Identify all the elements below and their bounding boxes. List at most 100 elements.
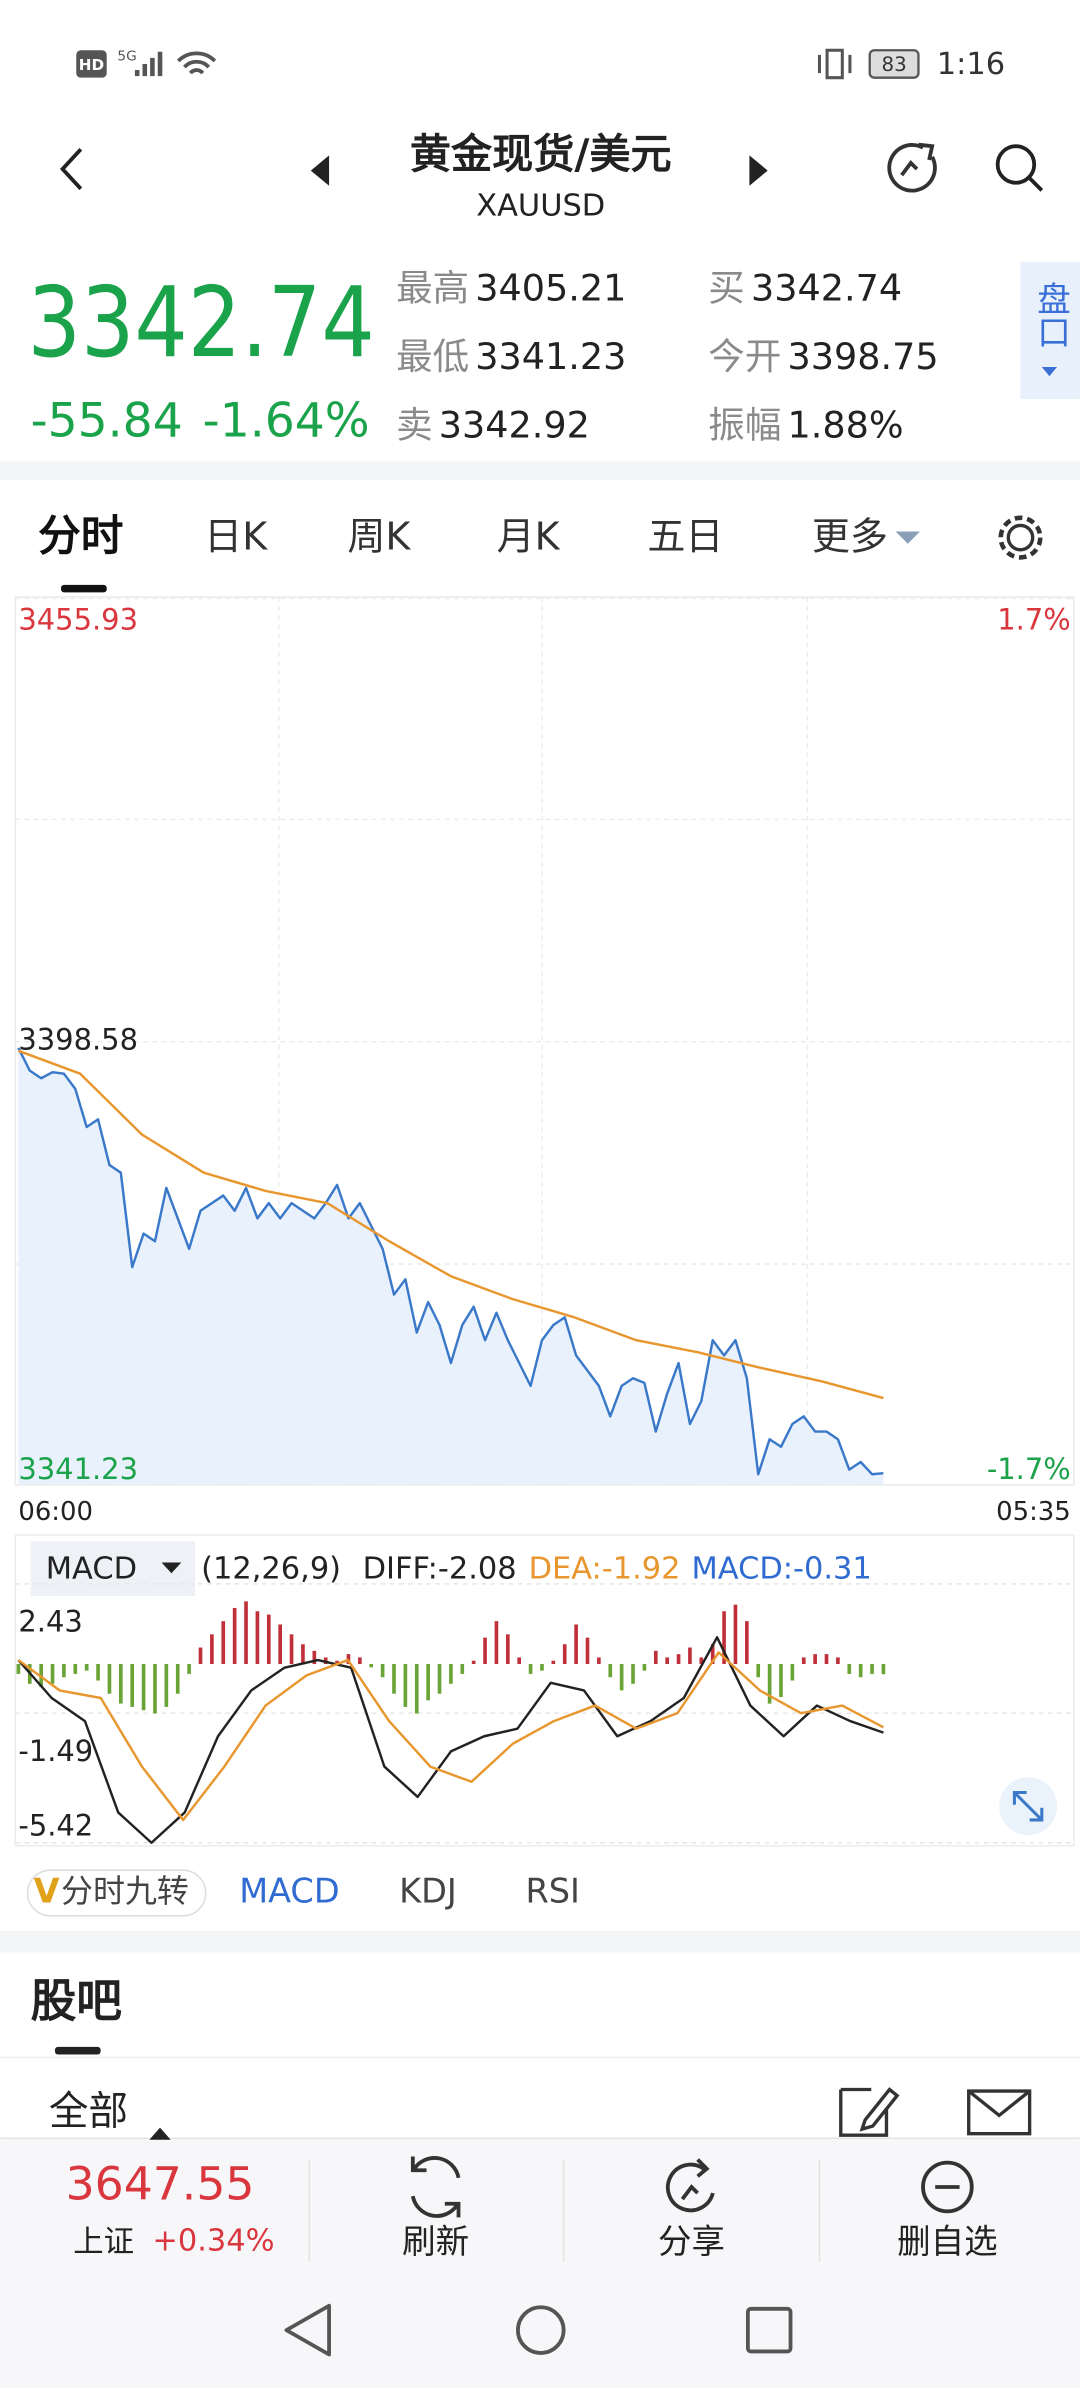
tab[interactable]: 周K [347, 515, 411, 559]
histogram-bar [289, 1634, 294, 1665]
indicator-tab[interactable]: MACD [239, 1872, 339, 1911]
clock: 1:16 [937, 47, 1005, 82]
histogram-bar [471, 1660, 476, 1665]
stat-value: 3342.92 [439, 403, 590, 446]
stat: 今开 3398.75 [708, 334, 938, 377]
tab[interactable]: 月K [497, 515, 561, 559]
price-chart: 3341.23 3398.58 3455.93 -1.7% 1.7% 06:00 05:35 [15, 597, 1074, 1527]
histogram-bar [460, 1664, 465, 1674]
legend-entry: DIFF:-2.08 [363, 1552, 517, 1587]
histogram-bar [676, 1654, 681, 1665]
histogram-bar [699, 1657, 704, 1665]
histogram-bar [813, 1654, 817, 1665]
stat-value: 3398.75 [787, 334, 938, 377]
histogram-bar [642, 1664, 647, 1671]
index-value[interactable]: 3647.55 [66, 2157, 255, 2210]
histogram-bar [232, 1607, 237, 1665]
x-tick-label: 06:00 [18, 1497, 93, 1527]
indicator-select[interactable]: MACD [46, 1552, 137, 1587]
search-button[interactable] [995, 144, 1037, 185]
histogram-bar [198, 1647, 203, 1665]
nav-back[interactable] [284, 2303, 331, 2357]
indicator-tab[interactable]: KDJ [399, 1872, 457, 1911]
stat: 最低 3341.23 [396, 334, 626, 377]
indicator-tab[interactable]: RSI [526, 1872, 580, 1911]
histogram-bar [619, 1664, 624, 1691]
side-tab-arrow [1041, 367, 1058, 377]
stat-value: 3405.21 [475, 266, 626, 309]
refresh-button[interactable] [887, 143, 937, 193]
stat: 卖 3342.92 [396, 403, 590, 446]
histogram-bar [779, 1664, 783, 1698]
separator [0, 461, 1080, 480]
settings-button[interactable] [1006, 523, 1035, 552]
index-name: 上证 [73, 2225, 134, 2260]
vibrate-icon [817, 48, 852, 80]
battery-level: 83 [882, 53, 907, 76]
y-tick-label: 3455.93 [18, 602, 138, 636]
stat: 买 3342.74 [708, 266, 902, 309]
stat: 振幅 1.88% [708, 403, 903, 446]
histogram-bar [335, 1660, 339, 1665]
bottom-button[interactable]: 刷新 [402, 2222, 469, 2261]
tab[interactable]: 更多 [812, 515, 888, 559]
forum-filter[interactable]: 全部 [49, 2088, 128, 2134]
stat-label: 卖 [396, 403, 433, 446]
histogram-bar [574, 1624, 578, 1665]
post-button[interactable] [839, 2087, 900, 2137]
histogram-bar [540, 1664, 544, 1671]
y-tick-label: 3398.58 [18, 1023, 138, 1057]
tab[interactable]: 日K [204, 515, 268, 559]
histogram-bar [380, 1664, 385, 1678]
search-handle [1028, 176, 1044, 192]
header: 黄金现货/美元 XAUUSD [59, 130, 1044, 224]
bottom-arrow [149, 2127, 171, 2140]
histogram-bar [175, 1664, 180, 1694]
y-tick-label: 3341.23 [18, 1452, 138, 1486]
macd-chart: 2.43 -1.49 -5.42 DIFF:-2.08 DEA:-1.92 MACD:-0… [15, 1552, 1074, 1844]
change: -55.84 [31, 393, 183, 448]
histogram-bar [631, 1664, 635, 1684]
histogram-bar [312, 1650, 317, 1665]
next-button[interactable] [749, 155, 768, 186]
histogram-bar [16, 1664, 21, 1674]
refresh-icon [410, 2156, 461, 2218]
histogram-bar [597, 1657, 601, 1665]
title: 黄金现货/美元 [410, 130, 672, 178]
nav-recent[interactable] [745, 2306, 793, 2354]
y2-tick-label: 1.7% [997, 602, 1070, 636]
histogram-bar [824, 1654, 829, 1665]
bottom-button[interactable]: 分享 [658, 2222, 725, 2261]
histogram-bar [403, 1664, 408, 1707]
message-button[interactable] [967, 2089, 1032, 2136]
histogram-bar [84, 1664, 89, 1671]
average-line [17, 1049, 884, 1400]
histogram-bar [517, 1657, 522, 1665]
histogram-bar [73, 1664, 78, 1674]
histogram-bar [710, 1644, 715, 1665]
back-button[interactable] [59, 147, 83, 191]
histogram-bar [255, 1611, 260, 1665]
price-line [17, 1047, 884, 1476]
network-type: 5G [117, 48, 136, 64]
histogram-bar [801, 1657, 806, 1665]
bottom-button[interactable]: 删自选 [897, 2222, 998, 2261]
histogram-bar [187, 1664, 191, 1674]
prev-button[interactable] [310, 155, 330, 186]
indicator-tab[interactable]: 分时九转 [61, 1872, 189, 1910]
forum-title: 股吧 [31, 1975, 122, 2028]
nav-home[interactable] [516, 2305, 566, 2355]
histogram-bar [221, 1621, 226, 1665]
tab[interactable]: 分时 [38, 512, 123, 562]
nine-turn-pill[interactable] [26, 1869, 207, 1917]
hd-badge-bg [76, 50, 107, 78]
histogram-bar [358, 1657, 362, 1665]
side-tab[interactable]: 盘口 [1031, 282, 1070, 349]
side-tab-bg[interactable] [1020, 261, 1080, 400]
share-icon [665, 2158, 715, 2213]
legend-entry: DEA:-1.92 [529, 1552, 681, 1587]
quote: 3342.74 -55.84 -1.64% 最高 3405.21 买 3342.74… [28, 261, 1080, 448]
histogram-bar [392, 1664, 396, 1694]
stat-label: 最低 [396, 334, 469, 377]
tab[interactable]: 五日 [647, 515, 723, 559]
